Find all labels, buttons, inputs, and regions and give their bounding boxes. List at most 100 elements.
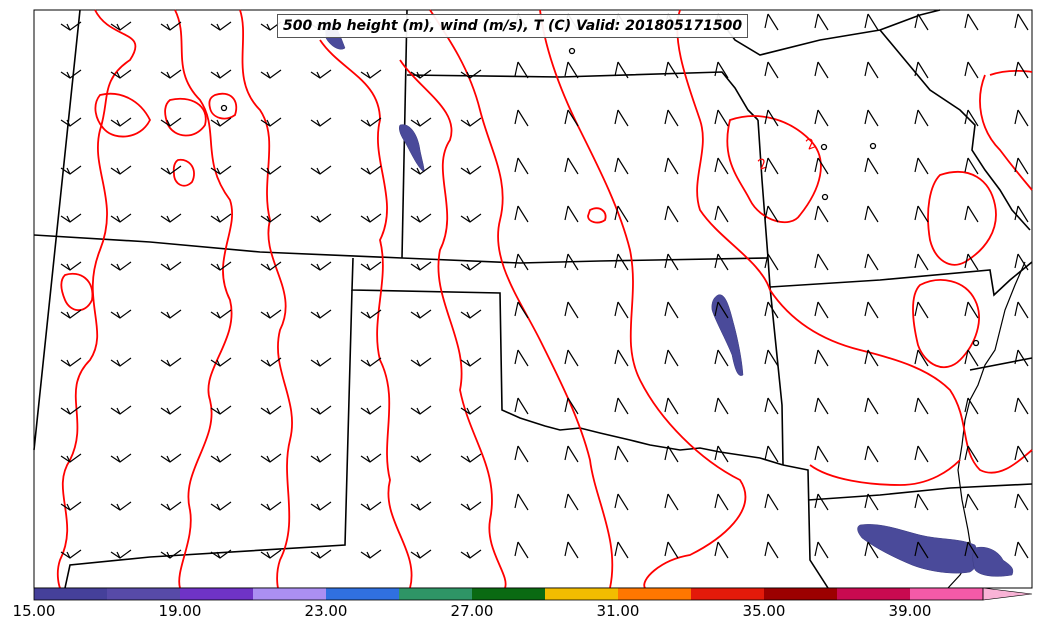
wind-barb-icon — [460, 453, 482, 463]
wind-barb-icon — [564, 61, 579, 79]
wind-barb-icon — [514, 109, 529, 127]
wind-barb-icon — [160, 261, 182, 271]
wind-barb-icon — [914, 301, 929, 319]
wind-barb-icon — [764, 301, 779, 319]
wind-barb-icon — [664, 61, 679, 79]
colorbar-tick-label: 39.00 — [888, 602, 932, 620]
wind-barb-icon — [360, 549, 382, 559]
wind-barb-icon — [1014, 493, 1029, 511]
wind-barb-icon — [260, 309, 282, 319]
wind-barb-icon — [964, 61, 979, 79]
wind-barb-icon — [210, 213, 232, 223]
temperature-contour — [208, 92, 238, 120]
wind-barb-icon — [964, 13, 979, 31]
wind-barb-icon — [1014, 157, 1029, 175]
wind-barb-icon — [110, 357, 132, 367]
wind-barb-icon — [410, 501, 432, 511]
wind-barb-icon — [514, 349, 529, 367]
wind-barb-icon — [514, 541, 529, 559]
wind-barb-icon — [110, 69, 132, 79]
wind-barb-icon — [714, 397, 729, 415]
wind-barb-icon — [410, 213, 432, 223]
wind-barb-icon — [664, 301, 679, 319]
wind-barb-icon — [310, 357, 332, 367]
temperature-contour — [979, 69, 1033, 191]
border-line — [351, 257, 784, 466]
wind-barb-icon — [914, 445, 929, 463]
wind-barb-icon — [360, 405, 382, 415]
wind-barb-icon — [110, 453, 132, 463]
wind-barb-icon — [564, 301, 579, 319]
wind-barb-icon — [310, 405, 332, 415]
wind-barb-icon — [764, 397, 779, 415]
wind-barb-icon — [564, 445, 579, 463]
wind-barb-icon — [864, 61, 879, 79]
station-marker — [821, 193, 829, 201]
temperature-contour — [809, 459, 961, 486]
border-line — [782, 464, 829, 589]
wind-barb-icon — [60, 165, 82, 175]
wind-barb-icon — [614, 541, 629, 559]
temperature-contour — [239, 9, 293, 589]
shaded-region — [398, 124, 425, 173]
colorbar-tick-label: 31.00 — [596, 602, 640, 620]
wind-barb-icon — [60, 549, 82, 559]
wind-barb-icon — [564, 397, 579, 415]
wind-barb-icon — [210, 309, 232, 319]
wind-barb-icon — [360, 501, 382, 511]
wind-barb-icon — [410, 357, 432, 367]
wind-barb-icon — [614, 397, 629, 415]
wind-barb-icon — [664, 445, 679, 463]
wind-barb-icon — [814, 61, 829, 79]
wind-barb-icon — [564, 109, 579, 127]
border-line — [64, 289, 353, 589]
wind-barb-icon — [110, 261, 132, 271]
wind-barb-icon — [614, 205, 629, 223]
wind-barb-icon — [460, 261, 482, 271]
wind-barb-icon — [914, 253, 929, 271]
wind-barb-icon — [964, 109, 979, 127]
wind-barb-icon — [1014, 541, 1029, 559]
temperature-contour — [927, 170, 997, 266]
temperature-contour — [399, 59, 507, 589]
temperature-contour — [60, 272, 94, 312]
wind-barb-icon — [814, 493, 829, 511]
wind-barb-icon — [864, 253, 879, 271]
wind-barb-icon — [864, 205, 879, 223]
wind-barb-icon — [864, 493, 879, 511]
wind-barb-icon — [714, 541, 729, 559]
temperature-contour — [429, 9, 614, 589]
wind-barb-icon — [360, 357, 382, 367]
wind-barb-icon — [1014, 349, 1029, 367]
wind-barb-icon — [310, 117, 332, 127]
wind-barb-icon — [914, 61, 929, 79]
wind-barb-icon — [410, 117, 432, 127]
wind-barb-icon — [160, 69, 182, 79]
wind-barb-icon — [110, 117, 132, 127]
wind-barb-icon — [210, 117, 232, 127]
wind-barb-icon — [410, 261, 432, 271]
colorbar-swatch — [910, 588, 983, 600]
border-line — [757, 119, 784, 466]
temperature-contour — [912, 279, 980, 369]
wind-barb-icon — [864, 397, 879, 415]
station-marker — [820, 143, 828, 151]
wind-barb-icon — [360, 453, 382, 463]
wind-barb-icon — [210, 453, 232, 463]
wind-barb-icon — [514, 493, 529, 511]
wind-barb-icon — [664, 205, 679, 223]
shaded-region — [972, 546, 1014, 577]
colorbar-swatch — [691, 588, 764, 600]
wind-barb-icon — [460, 213, 482, 223]
station-marker — [220, 104, 228, 112]
wind-barb-icon — [410, 549, 432, 559]
wind-barb-icon — [964, 157, 979, 175]
wind-barb-icon — [614, 493, 629, 511]
wind-barb-icon — [260, 453, 282, 463]
wind-barb-icon — [764, 541, 779, 559]
wind-barb-icon — [514, 397, 529, 415]
wind-barb-icon — [60, 453, 82, 463]
colorbar-outline — [33, 587, 984, 601]
colorbar-swatch — [618, 588, 691, 600]
wind-barb-icon — [514, 253, 529, 271]
